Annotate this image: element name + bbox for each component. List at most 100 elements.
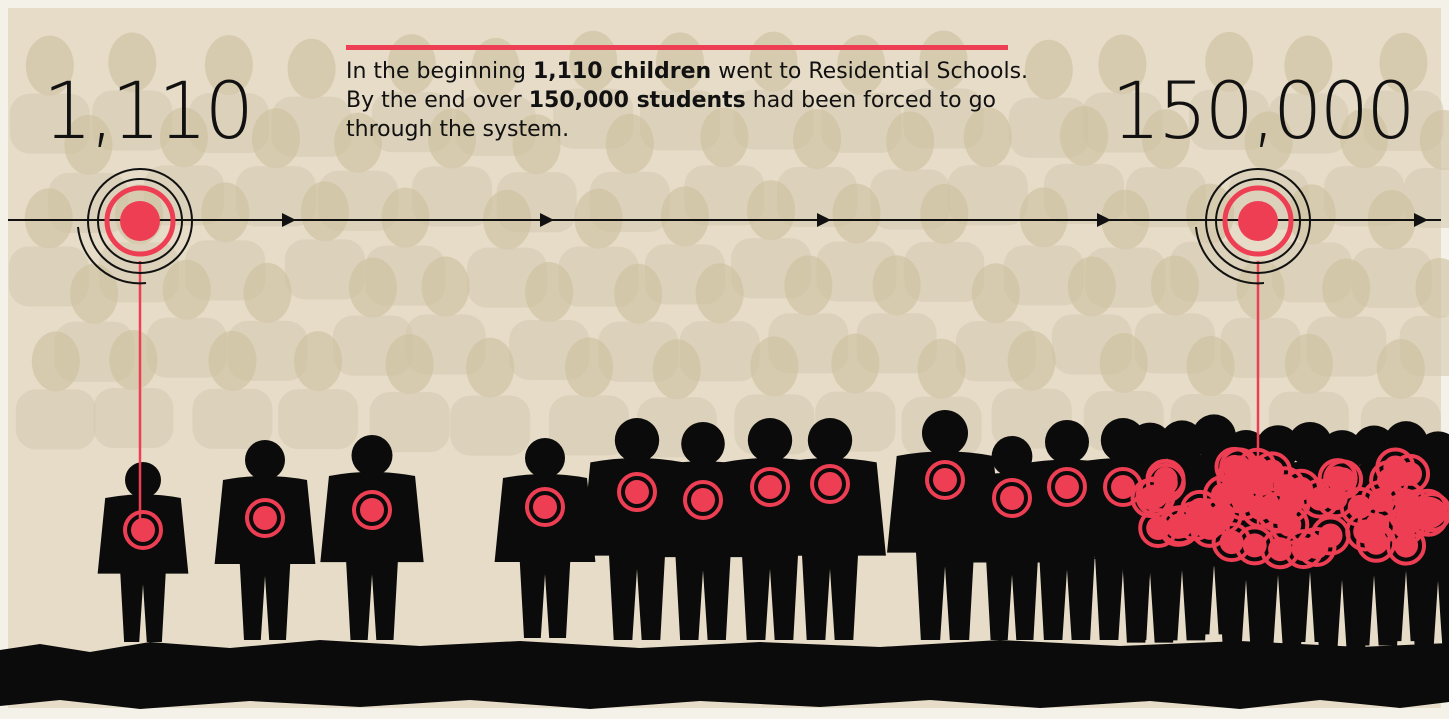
faded-face — [466, 338, 514, 398]
faded-face — [832, 184, 880, 244]
marker-dot — [1238, 201, 1278, 241]
faded-face — [1008, 331, 1056, 391]
faded-face — [575, 189, 623, 249]
child-dot — [360, 498, 384, 522]
faded-face — [1020, 187, 1068, 247]
faded-face — [606, 114, 654, 174]
faded-face — [525, 262, 573, 322]
child-dot — [253, 506, 277, 530]
faded-face — [614, 264, 662, 324]
child-head — [681, 422, 725, 466]
child-dot — [1055, 475, 1079, 499]
faded-body — [450, 396, 530, 456]
child-dot — [1304, 535, 1328, 559]
infographic: In the beginning 1,110 children went to … — [0, 0, 1449, 719]
child-head — [1045, 420, 1089, 464]
faded-face — [294, 331, 342, 391]
faded-face — [784, 255, 832, 315]
child-dot — [818, 472, 842, 496]
child-dot — [1365, 513, 1389, 537]
child-dot — [1383, 455, 1407, 479]
faded-face — [696, 263, 744, 323]
child-dot — [1228, 482, 1252, 506]
faded-face — [700, 107, 748, 167]
faded-face — [208, 331, 256, 391]
faded-face — [750, 336, 798, 396]
child-dot — [1416, 505, 1440, 529]
child-dot — [533, 495, 557, 519]
faded-body — [16, 389, 96, 449]
start-count: 1,110 — [43, 67, 251, 157]
faded-face — [1025, 40, 1073, 100]
faded-face — [25, 188, 73, 248]
ground — [0, 640, 1449, 709]
child-head — [922, 410, 968, 456]
faded-face — [873, 255, 921, 315]
faded-face — [381, 188, 429, 248]
child-dot — [933, 468, 957, 492]
child-dot — [1289, 477, 1313, 501]
faded-face — [918, 339, 966, 399]
faded-face — [1377, 339, 1425, 399]
faded-face — [109, 330, 157, 390]
faded-face — [1285, 334, 1333, 394]
faded-face — [1322, 259, 1370, 319]
accent-bar — [346, 45, 1008, 50]
bold-text: 150,000 students — [529, 88, 746, 113]
text: By the end over — [346, 88, 529, 113]
child-dot — [1243, 533, 1267, 557]
child-dot — [1000, 486, 1024, 510]
child-head — [125, 462, 161, 498]
child-head — [245, 440, 285, 480]
child-dot — [758, 475, 782, 499]
child-dot — [691, 488, 715, 512]
marker-dot — [120, 201, 160, 241]
faded-face — [972, 263, 1020, 323]
faded-face — [1288, 184, 1336, 244]
faded-face — [793, 109, 841, 169]
child-head — [748, 418, 792, 462]
faded-face — [252, 108, 300, 168]
child-head — [525, 438, 565, 478]
faded-face — [1187, 336, 1235, 396]
child-dot — [131, 518, 155, 542]
text: went to Residential Schools. — [711, 59, 1028, 84]
faded-face — [1100, 333, 1148, 393]
faded-face — [32, 331, 80, 391]
faded-body — [192, 389, 272, 449]
child-dot — [1265, 500, 1289, 524]
text: In the beginning — [346, 59, 533, 84]
child-head — [352, 435, 393, 476]
end-count: 150,000 — [1111, 67, 1413, 157]
faded-face — [920, 184, 968, 244]
faded-face — [661, 186, 709, 246]
page: In the beginning 1,110 children went to … — [0, 0, 1449, 719]
faded-face — [349, 258, 397, 318]
faded-face — [244, 263, 292, 323]
child-dot — [625, 480, 649, 504]
faded-face — [301, 181, 349, 241]
faded-face — [288, 39, 336, 99]
faded-face — [386, 334, 434, 394]
faded-face — [421, 257, 469, 317]
child-head — [808, 418, 852, 462]
faded-face — [964, 107, 1012, 167]
faded-face — [1151, 256, 1199, 316]
child-dot — [1154, 471, 1178, 495]
faded-face — [831, 334, 879, 394]
faded-face — [163, 260, 211, 320]
faded-face — [1068, 256, 1116, 316]
faded-body — [278, 389, 358, 449]
child-dot — [1211, 503, 1235, 527]
child-head — [615, 418, 659, 462]
faded-face — [565, 337, 613, 397]
text: had been forced to go — [746, 88, 996, 113]
bold-text: 1,110 children — [533, 59, 711, 84]
faded-face — [201, 182, 249, 242]
faded-face — [886, 112, 934, 172]
faded-body — [93, 388, 173, 448]
faded-face — [653, 339, 701, 399]
faded-face — [747, 180, 795, 240]
child-dot — [1168, 513, 1192, 537]
faded-face — [70, 264, 118, 324]
